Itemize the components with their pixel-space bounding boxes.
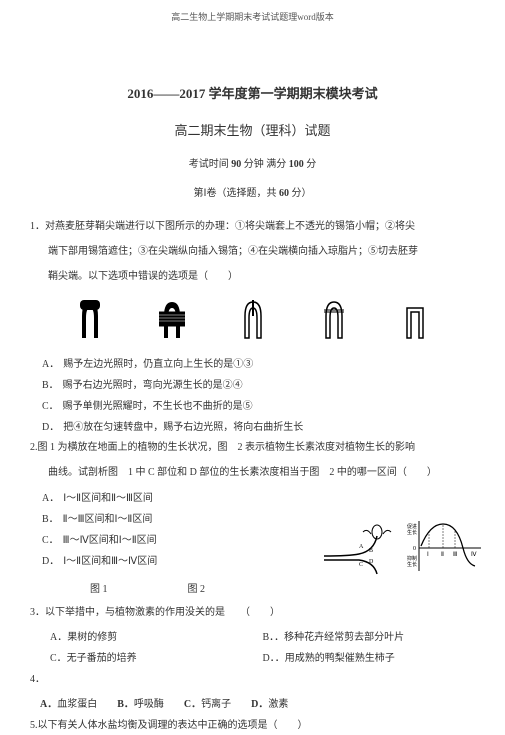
curve-tick-2: Ⅱ bbox=[441, 552, 444, 558]
section-1-label: 第Ⅰ卷（选择题，共 60 分） bbox=[30, 184, 475, 199]
q1-optD: D． 把④放在匀速转盘中，赐予右边光照，将向右曲折生长 bbox=[30, 417, 475, 438]
q1-optA-text: 赐予左边光照时，仍直立向上生长的是①③ bbox=[63, 359, 253, 370]
q1-optA: A． 赐予左边光照时，仍直立向上生长的是①③ bbox=[30, 354, 475, 375]
label-d4: D． bbox=[251, 699, 268, 710]
label-d: D． bbox=[42, 422, 59, 433]
label-a2: A． bbox=[42, 493, 59, 504]
q3-optD: D．．用成熟的鸭梨催熟生柿子 bbox=[263, 649, 476, 664]
curve-tick-4: Ⅳ bbox=[471, 552, 477, 558]
label-b2: B． bbox=[42, 514, 59, 525]
q3-text: 3．以下举措中，与植物激素的作用没关的是 （ ） bbox=[30, 603, 475, 622]
label-a4: A． bbox=[40, 699, 57, 710]
main-title: 2016——2017 学年度第一学期期末模块考试 bbox=[30, 83, 475, 102]
q1-line1: 1．对燕麦胚芽鞘尖端进行以下图所示的办理：①将尖端套上不透光的锡箔小帽；②将尖 bbox=[30, 217, 475, 236]
label-a3: A． bbox=[50, 632, 67, 643]
q2-optA-text: Ⅰ～Ⅱ区间和Ⅱ～Ⅲ区间 bbox=[63, 493, 153, 504]
q1-line3: 鞘尖端。以下选项中错误的选项是（ ） bbox=[30, 267, 475, 286]
q2-optA: A． Ⅰ～Ⅱ区间和Ⅱ～Ⅲ区间 bbox=[30, 488, 475, 509]
header-note: 高二生物上学期期末考试试题理word版本 bbox=[30, 10, 475, 23]
section-1-suffix: 分） bbox=[291, 188, 311, 199]
q4-optD-text: 激素 bbox=[268, 699, 288, 710]
coleoptile-1-icon bbox=[76, 300, 104, 342]
plant-label-b: B bbox=[369, 548, 373, 554]
plant-label-d: D bbox=[369, 559, 374, 565]
q4-stem: 4． bbox=[30, 670, 475, 689]
q3-row2: C．无子番茄的培养 D．．用成熟的鸭梨催熟生柿子 bbox=[30, 649, 475, 664]
q1-line2: 端下部用锡箔遮住；③在尖端纵向插入锡箔；④在尖端横向插入琼脂片；⑤切去胚芽 bbox=[30, 242, 475, 261]
curve-origin: 0 bbox=[413, 546, 416, 552]
q2-line1: 2.图 1 为横放在地面上的植物的生长状况，图 2 表示植物生长素浓度对植物生长… bbox=[30, 438, 475, 457]
q3-optB-text: ．移种花卉经常剪去部分叶片 bbox=[274, 632, 404, 643]
label-c4: C． bbox=[184, 699, 201, 710]
label-b: B． bbox=[42, 380, 59, 391]
q5-text: 5.以下有关人体水盐均衡及调理的表达中正确的选项是（ ） bbox=[30, 716, 475, 735]
label-d2: D． bbox=[42, 556, 59, 567]
q3-optA: A．果树的修剪 bbox=[50, 628, 263, 643]
label-c3: C． bbox=[50, 653, 67, 664]
auxin-curve-icon: 促进 生长 0 抑制 生长 Ⅰ Ⅱ Ⅲ Ⅳ bbox=[405, 516, 485, 576]
curve-ylabel-1: 促进 bbox=[407, 523, 417, 530]
section-1-points: 60 bbox=[279, 188, 289, 199]
exam-info-prefix: 考试时间 bbox=[189, 159, 229, 170]
coleoptile-4-icon bbox=[320, 300, 348, 342]
q1-optC: C． 赐予单侧光照耀时，不生长也不曲折的是⑤ bbox=[30, 396, 475, 417]
q4-optC: C．钙离子 bbox=[184, 695, 231, 710]
coleoptile-2-icon bbox=[157, 300, 187, 342]
coleoptile-5-icon bbox=[401, 300, 429, 342]
exam-minutes: 90 bbox=[231, 159, 241, 170]
q1-optB-text: 赐予右边光照时，弯向光源生长的是②④ bbox=[63, 380, 243, 391]
exam-info: 考试时间 90 分钟 满分 100 分 bbox=[30, 155, 475, 170]
q1-optD-text: 把④放在匀速转盘中，赐予右边光照，将向右曲折生长 bbox=[63, 422, 303, 433]
q2-optD-text: Ⅰ～Ⅱ区间和Ⅲ～Ⅳ区间 bbox=[63, 556, 157, 567]
plant-diagram-icon: A B C D bbox=[319, 516, 399, 576]
q1-optC-text: 赐予单侧光照耀时，不生长也不曲折的是⑤ bbox=[63, 401, 253, 412]
q3-optD-text: ．用成熟的鸭梨催熟生柿子 bbox=[275, 653, 395, 664]
q2-figures: A B C D 促进 生长 0 抑制 生长 Ⅰ Ⅱ Ⅲ Ⅳ bbox=[319, 516, 485, 576]
label-c: C． bbox=[42, 401, 59, 412]
exam-min-unit: 分钟 满分 bbox=[244, 159, 287, 170]
q3-optC-text: 无子番茄的培养 bbox=[67, 653, 137, 664]
q2-fig-labels: 图 1 图 2 bbox=[30, 580, 475, 595]
label-a: A． bbox=[42, 359, 59, 370]
coleoptile-3-icon bbox=[239, 300, 267, 342]
fig2-label: 图 2 bbox=[188, 580, 206, 595]
q4-optC-text: 钙离子 bbox=[201, 699, 231, 710]
plant-label-a: A bbox=[359, 544, 364, 550]
curve-tick-3: Ⅲ bbox=[453, 552, 457, 558]
q2-wrap: A． Ⅰ～Ⅱ区间和Ⅱ～Ⅲ区间 B． Ⅱ～Ⅲ区间和Ⅰ～Ⅱ区间 C． Ⅲ～Ⅳ区间和Ⅰ～Ⅱ区… bbox=[30, 488, 475, 572]
q1-optB: B． 赐予右边光照时，弯向光源生长的是②④ bbox=[30, 375, 475, 396]
q3-optC: C．无子番茄的培养 bbox=[50, 649, 263, 664]
curve-tick-1: Ⅰ bbox=[427, 552, 429, 558]
q4-optD: D．激素 bbox=[251, 695, 288, 710]
q1-diagrams bbox=[30, 292, 475, 354]
q2-optC-text: Ⅲ～Ⅳ区间和Ⅰ～Ⅱ区间 bbox=[63, 535, 157, 546]
curve-ylabel-3: 抑制 bbox=[407, 555, 417, 562]
exam-full: 100 bbox=[289, 159, 304, 170]
q2-optB-text: Ⅱ～Ⅲ区间和Ⅰ～Ⅱ区间 bbox=[63, 514, 153, 525]
plant-label-c: C bbox=[359, 562, 363, 568]
q4-options: A．血浆蛋白 B．呼吸酶 C．钙离子 D．激素 bbox=[30, 695, 475, 710]
q3-optA-text: 果树的修剪 bbox=[67, 632, 117, 643]
q2-line2: 曲线。试剖析图 1 中 C 部位和 D 部位的生长素浓度相当于图 2 中的哪一区… bbox=[30, 463, 475, 482]
q4-optB-text: 呼吸酶 bbox=[134, 699, 164, 710]
sub-title: 高二期末生物（理科）试题 bbox=[30, 120, 475, 139]
q3-optB: B．．移种花卉经常剪去部分叶片 bbox=[263, 628, 476, 643]
section-1-prefix: 第Ⅰ卷（选择题，共 bbox=[194, 188, 277, 199]
label-d3: D． bbox=[263, 653, 275, 664]
label-b3: B． bbox=[263, 632, 275, 643]
q4-optA-text: 血浆蛋白 bbox=[57, 699, 97, 710]
label-c2: C． bbox=[42, 535, 59, 546]
q4-optB: B．呼吸酶 bbox=[117, 695, 164, 710]
q3-row1: A．果树的修剪 B．．移种花卉经常剪去部分叶片 bbox=[30, 628, 475, 643]
fig1-label: 图 1 bbox=[90, 580, 108, 595]
label-b4: B． bbox=[117, 699, 134, 710]
q4-optA: A．血浆蛋白 bbox=[40, 695, 97, 710]
curve-ylabel-2: 生长 bbox=[407, 529, 417, 536]
exam-full-unit: 分 bbox=[306, 159, 316, 170]
curve-ylabel-4: 生长 bbox=[407, 561, 417, 568]
